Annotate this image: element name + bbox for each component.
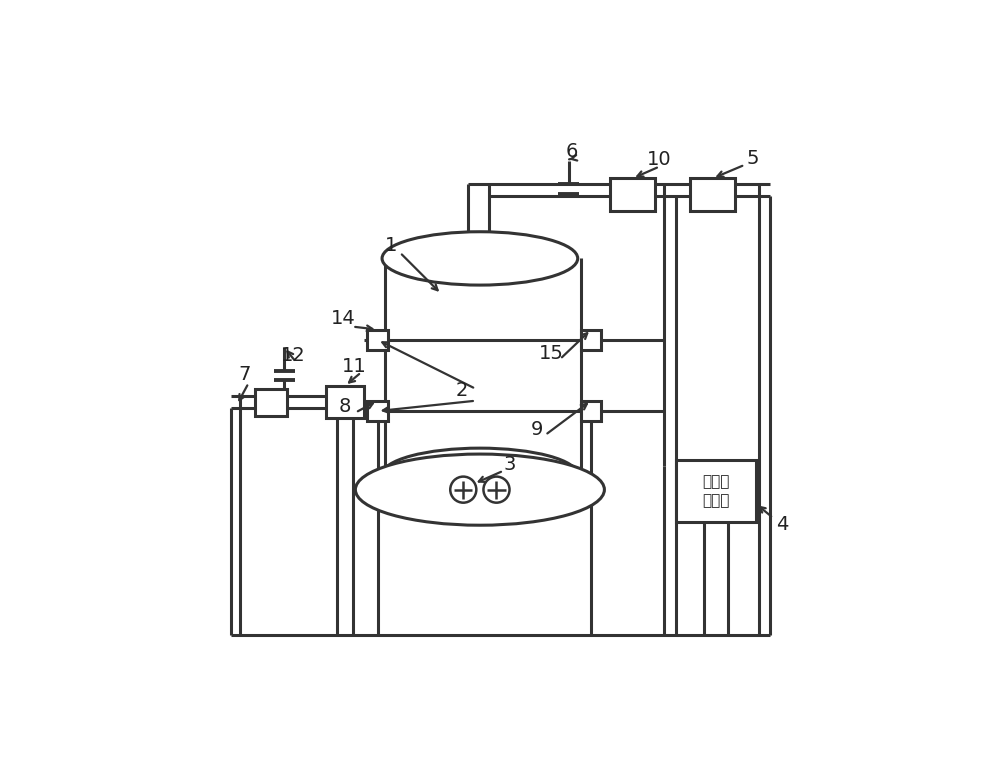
Text: 单片机
控制器: 单片机 控制器: [702, 474, 729, 508]
Ellipse shape: [382, 232, 578, 285]
Text: 2: 2: [456, 381, 468, 400]
Bar: [367, 400, 388, 421]
Bar: [367, 330, 388, 350]
Bar: [690, 179, 735, 211]
Text: 11: 11: [342, 357, 367, 376]
Text: 6: 6: [566, 142, 578, 161]
Bar: [581, 400, 601, 421]
Bar: [326, 386, 364, 418]
Bar: [610, 179, 655, 211]
Bar: [581, 330, 601, 350]
Bar: [676, 460, 756, 522]
Text: 4: 4: [776, 514, 788, 534]
Text: 12: 12: [281, 346, 306, 364]
Text: 1: 1: [385, 236, 397, 255]
Text: 8: 8: [339, 397, 351, 416]
Text: 3: 3: [503, 454, 516, 474]
Text: 7: 7: [238, 364, 251, 383]
Ellipse shape: [355, 454, 604, 525]
Text: 14: 14: [331, 310, 356, 328]
Text: 10: 10: [647, 150, 672, 169]
Text: 15: 15: [539, 343, 563, 363]
Text: 9: 9: [531, 420, 544, 439]
Bar: [255, 389, 287, 416]
Circle shape: [450, 477, 476, 503]
Circle shape: [483, 477, 510, 503]
Text: 5: 5: [746, 149, 759, 169]
Ellipse shape: [382, 448, 578, 501]
